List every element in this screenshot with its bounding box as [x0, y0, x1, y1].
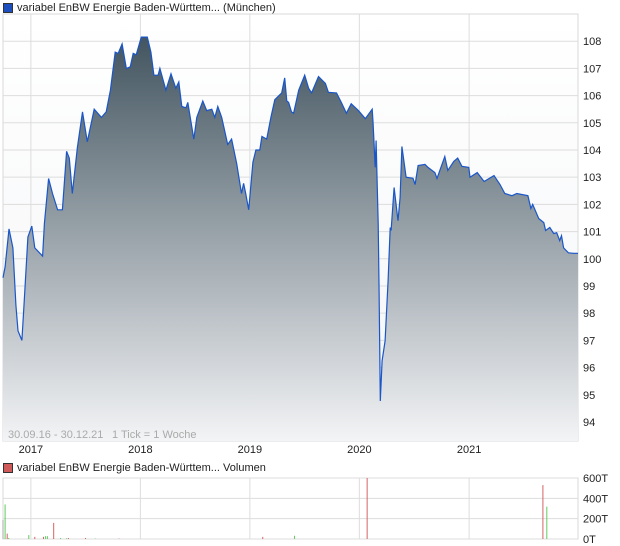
volume-tick-label: 0T: [583, 534, 596, 546]
volume-legend-swatch: [3, 463, 13, 473]
volume-tick-label: 200T: [583, 514, 608, 526]
y-tick-label: 104: [583, 145, 601, 157]
volume-legend-label: variabel EnBW Energie Baden-Württem... V…: [17, 462, 266, 474]
x-tick-label: 2018: [128, 444, 152, 456]
y-tick-label: 105: [583, 118, 601, 130]
x-tick-label: 2020: [347, 444, 371, 456]
y-tick-label: 107: [583, 63, 601, 75]
price-line: [2, 36, 578, 402]
y-tick-label: 103: [583, 172, 601, 184]
y-tick-label: 96: [583, 363, 595, 375]
volume-tick-label: 400T: [583, 493, 608, 505]
volume-plot-area: [2, 477, 579, 540]
x-tick-label: 2019: [238, 444, 262, 456]
volume-legend: variabel EnBW Energie Baden-Württem... V…: [3, 462, 266, 474]
y-tick-label: 101: [583, 227, 601, 239]
y-tick-label: 100: [583, 254, 601, 266]
x-tick-label: 2021: [457, 444, 481, 456]
price-legend: variabel EnBW Energie Baden-Württem... (…: [3, 2, 276, 14]
y-tick-label: 97: [583, 335, 595, 347]
tick-note: 1 Tick = 1 Woche: [112, 429, 196, 441]
y-tick-label: 98: [583, 308, 595, 320]
price-area: [3, 37, 578, 441]
y-tick-label: 106: [583, 91, 601, 103]
volume-tick-label: 600T: [583, 473, 608, 485]
price-legend-label: variabel EnBW Energie Baden-Württem... (…: [17, 2, 276, 14]
price-legend-swatch: [3, 3, 13, 13]
y-tick-label: 99: [583, 281, 595, 293]
y-tick-label: 102: [583, 199, 601, 211]
range-note: 30.09.16 - 30.12.21: [8, 429, 103, 441]
y-tick-label: 108: [583, 36, 601, 48]
x-tick-label: 2017: [19, 444, 43, 456]
y-tick-label: 95: [583, 390, 595, 402]
y-tick-label: 94: [583, 417, 595, 429]
